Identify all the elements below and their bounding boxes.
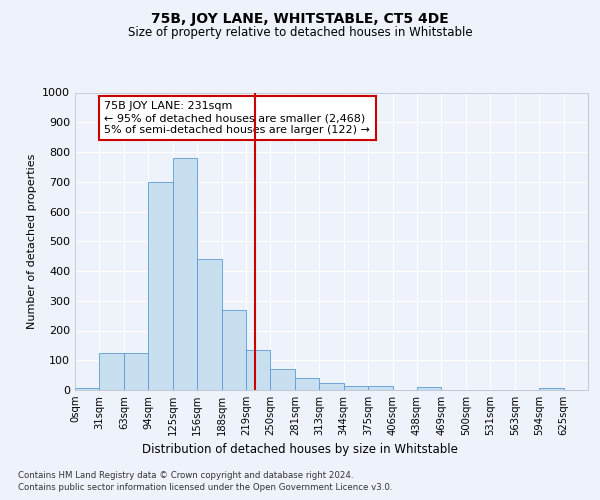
Bar [539,388,563,390]
Bar [295,378,319,390]
Bar [173,158,197,390]
Bar [319,382,344,390]
Text: Contains public sector information licensed under the Open Government Licence v3: Contains public sector information licen… [18,482,392,492]
Text: 75B JOY LANE: 231sqm
← 95% of detached houses are smaller (2,468)
5% of semi-det: 75B JOY LANE: 231sqm ← 95% of detached h… [104,102,370,134]
Bar [368,386,392,390]
Bar [197,259,221,390]
Bar [417,387,442,390]
Text: Distribution of detached houses by size in Whitstable: Distribution of detached houses by size … [142,442,458,456]
Bar [100,353,124,390]
Bar [246,350,271,390]
Bar [124,353,148,390]
Text: 75B, JOY LANE, WHITSTABLE, CT5 4DE: 75B, JOY LANE, WHITSTABLE, CT5 4DE [151,12,449,26]
Text: Contains HM Land Registry data © Crown copyright and database right 2024.: Contains HM Land Registry data © Crown c… [18,471,353,480]
Bar [344,386,368,390]
Bar [271,369,295,390]
Bar [148,182,173,390]
Bar [75,388,100,390]
Y-axis label: Number of detached properties: Number of detached properties [26,154,37,329]
Bar [221,310,246,390]
Text: Size of property relative to detached houses in Whitstable: Size of property relative to detached ho… [128,26,472,39]
